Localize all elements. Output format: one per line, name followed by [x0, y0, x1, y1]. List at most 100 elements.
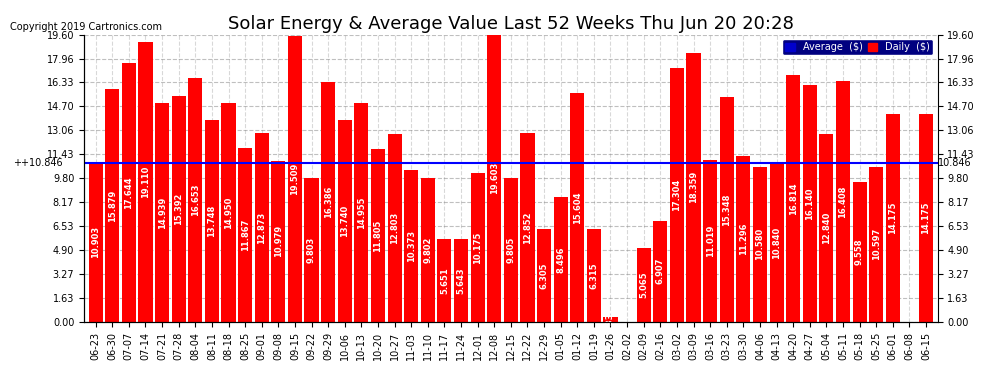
Bar — [470, 173, 485, 322]
Text: 11.019: 11.019 — [706, 225, 715, 257]
Text: 9.805: 9.805 — [506, 237, 516, 263]
Bar — [637, 248, 650, 322]
Text: 13.748: 13.748 — [208, 205, 217, 237]
Bar — [852, 182, 866, 322]
Text: 5.065: 5.065 — [640, 272, 648, 298]
Text: 13.740: 13.740 — [341, 205, 349, 237]
Text: 6.315: 6.315 — [589, 262, 598, 289]
Text: 15.348: 15.348 — [723, 193, 732, 226]
Text: ++10.846: ++10.846 — [13, 158, 62, 168]
Bar — [752, 167, 767, 322]
Text: 16.140: 16.140 — [805, 188, 815, 220]
Text: 10.580: 10.580 — [755, 228, 764, 261]
Text: 19.509: 19.509 — [290, 163, 299, 195]
Bar — [786, 75, 800, 322]
Bar — [686, 53, 701, 322]
Bar — [720, 97, 734, 322]
Bar — [487, 34, 501, 322]
Text: 8.496: 8.496 — [556, 246, 565, 273]
Bar — [504, 178, 518, 322]
Text: 15.604: 15.604 — [573, 191, 582, 224]
Bar — [769, 163, 784, 322]
Bar — [454, 239, 468, 322]
Bar — [288, 36, 302, 322]
Bar — [305, 178, 319, 322]
Legend: Average  ($), Daily  ($): Average ($), Daily ($) — [782, 39, 933, 55]
Bar — [321, 82, 336, 322]
Text: 10.903: 10.903 — [91, 226, 100, 258]
Text: 9.802: 9.802 — [424, 237, 433, 263]
Bar — [188, 78, 202, 322]
Text: 14.939: 14.939 — [157, 196, 166, 228]
Bar — [387, 134, 402, 322]
Text: 16.408: 16.408 — [839, 186, 847, 218]
Bar — [404, 170, 418, 322]
Text: 14.175: 14.175 — [888, 202, 897, 234]
Text: 0.332: 0.332 — [606, 306, 615, 333]
Text: 15.392: 15.392 — [174, 193, 183, 225]
Bar — [521, 134, 535, 322]
Text: 10.846: 10.846 — [938, 158, 971, 168]
Bar — [122, 63, 136, 322]
Text: 14.175: 14.175 — [922, 202, 931, 234]
Text: 6.305: 6.305 — [540, 262, 548, 289]
Text: 10.373: 10.373 — [407, 230, 416, 262]
Bar — [238, 148, 252, 322]
Text: 12.852: 12.852 — [523, 211, 532, 244]
Bar — [604, 317, 618, 322]
Text: 16.814: 16.814 — [789, 182, 798, 215]
Bar — [271, 161, 285, 322]
Bar — [421, 178, 435, 322]
Bar — [105, 89, 120, 322]
Text: 10.979: 10.979 — [274, 225, 283, 258]
Bar — [155, 103, 169, 322]
Bar — [88, 162, 103, 322]
Bar — [803, 85, 817, 322]
Text: 19.110: 19.110 — [141, 166, 149, 198]
Bar — [537, 230, 551, 322]
Bar — [653, 220, 667, 322]
Text: 10.597: 10.597 — [872, 228, 881, 260]
Text: 10.175: 10.175 — [473, 231, 482, 264]
Text: 16.653: 16.653 — [191, 184, 200, 216]
Title: Solar Energy & Average Value Last 52 Weeks Thu Jun 20 20:28: Solar Energy & Average Value Last 52 Wee… — [228, 15, 794, 33]
Text: 11.296: 11.296 — [739, 223, 747, 255]
Text: 14.955: 14.955 — [356, 196, 366, 228]
Text: 11.805: 11.805 — [373, 219, 382, 252]
Bar — [338, 120, 351, 322]
Bar — [670, 68, 684, 322]
Bar — [737, 156, 750, 322]
Text: 12.873: 12.873 — [257, 211, 266, 244]
Text: 5.643: 5.643 — [456, 267, 465, 294]
Bar — [438, 239, 451, 322]
Bar — [886, 114, 900, 322]
Text: 16.386: 16.386 — [324, 186, 333, 218]
Bar — [587, 230, 601, 322]
Bar — [371, 149, 385, 322]
Bar — [820, 134, 834, 322]
Text: 12.803: 12.803 — [390, 212, 399, 244]
Bar — [836, 81, 850, 322]
Text: 15.879: 15.879 — [108, 189, 117, 222]
Text: 9.558: 9.558 — [855, 238, 864, 265]
Text: 6.907: 6.907 — [655, 258, 665, 285]
Bar — [354, 103, 368, 322]
Text: 18.359: 18.359 — [689, 171, 698, 204]
Bar — [703, 160, 717, 322]
Bar — [869, 166, 883, 322]
Bar — [919, 114, 934, 322]
Text: 11.867: 11.867 — [241, 219, 249, 251]
Bar — [254, 133, 269, 322]
Bar — [205, 120, 219, 322]
Bar — [171, 96, 186, 322]
Text: 17.644: 17.644 — [125, 176, 134, 209]
Bar — [570, 93, 584, 322]
Bar — [139, 42, 152, 322]
Text: 5.651: 5.651 — [440, 267, 448, 294]
Text: 14.950: 14.950 — [224, 196, 233, 228]
Bar — [222, 103, 236, 322]
Text: 19.603: 19.603 — [490, 162, 499, 194]
Text: 12.840: 12.840 — [822, 211, 831, 244]
Text: Copyright 2019 Cartronics.com: Copyright 2019 Cartronics.com — [10, 22, 162, 32]
Text: 17.304: 17.304 — [672, 179, 681, 211]
